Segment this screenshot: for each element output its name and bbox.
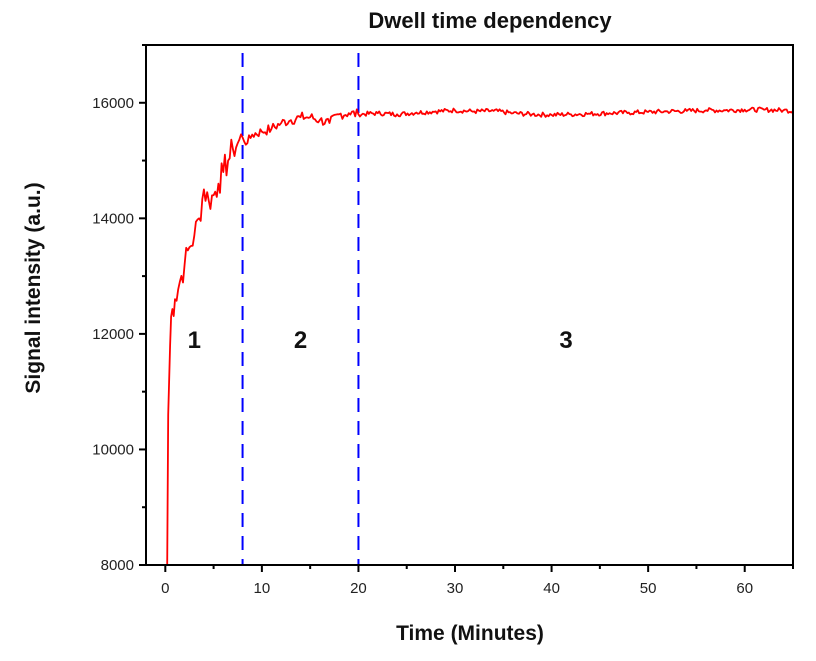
region-label-1: 1	[188, 327, 201, 354]
x-tick-label: 0	[161, 580, 169, 597]
x-tick-label: 60	[736, 580, 753, 597]
x-tick-label: 30	[447, 580, 464, 597]
region-label-3: 3	[559, 327, 572, 354]
plot-frame	[145, 44, 794, 566]
region-label-2: 2	[294, 327, 307, 354]
x-tick-label: 40	[543, 580, 560, 597]
x-tick-label: 10	[254, 580, 271, 597]
series-line-signal	[166, 106, 794, 566]
y-tick-label: 14000	[92, 210, 134, 227]
x-tick-label: 50	[640, 580, 657, 597]
y-tick-label: 12000	[92, 326, 134, 343]
y-tick-label: 10000	[92, 441, 134, 458]
x-axis-label: Time (Minutes)	[396, 622, 544, 645]
y-tick-label: 16000	[92, 95, 134, 112]
y-tick-label: 8000	[101, 557, 134, 574]
chart-title: Dwell time dependency	[368, 8, 612, 33]
x-tick-label: 20	[350, 580, 367, 597]
y-axis-label: Signal intensity (a.u.)	[22, 182, 45, 393]
